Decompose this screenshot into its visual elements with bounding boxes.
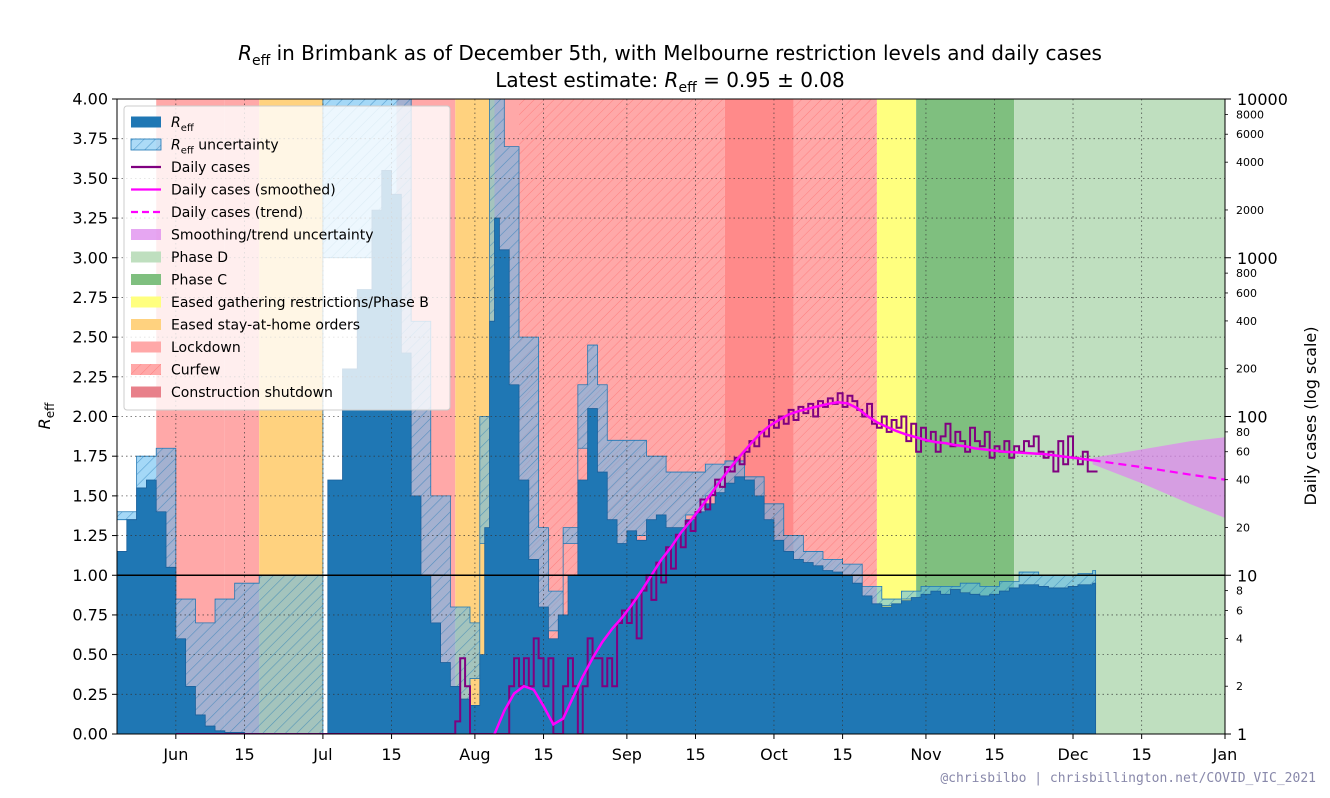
y-axis-left-label: Reff (35, 402, 57, 430)
y-left-tick-label-15: 3.75 (72, 129, 108, 148)
legend-label-10: Lockdown (171, 340, 241, 356)
y-right-minor-label-6: 60 (1236, 446, 1250, 459)
legend-swatch-9 (131, 319, 161, 330)
y-left-tick-label-10: 2.50 (72, 328, 108, 347)
legend-swatch-0 (131, 116, 161, 128)
x-tick-label-6: Sep (612, 745, 642, 764)
y-left-tick-label-9: 2.25 (72, 367, 108, 386)
credit-text: @chrisbilbo | chrisbillington.net/COVID_… (940, 771, 1316, 786)
legend-label-4: Daily cases (trend) (171, 205, 303, 221)
legend-swatch-8 (131, 296, 161, 308)
y-left-tick-label-4: 1.00 (72, 566, 108, 585)
x-tick-label-10: Nov (910, 745, 941, 764)
legend-label-6: Phase D (171, 250, 228, 266)
y-left-tick-label-7: 1.75 (72, 447, 108, 466)
y-right-minor-label-9: 400 (1236, 315, 1257, 328)
legend-label-5: Smoothing/trend uncertainty (171, 228, 374, 244)
y-right-major-label-3: 1000 (1237, 249, 1278, 268)
y-right-minor-label-14: 6000 (1236, 128, 1264, 141)
legend-label-1: Reff uncertainty (171, 138, 279, 157)
x-tick-label-12: Dec (1058, 745, 1089, 764)
legend-swatch-hatch-11 (131, 364, 161, 375)
y-right-major-label-4: 10000 (1237, 90, 1288, 109)
y-left-tick-label-13: 3.25 (72, 209, 108, 228)
y-right-minor-label-8: 200 (1236, 363, 1257, 376)
x-tick-label-11: 15 (984, 745, 1004, 764)
y-right-major-label-1: 10 (1237, 566, 1257, 585)
y-left-tick-label-5: 1.25 (72, 526, 108, 545)
x-tick-label-1: 15 (234, 745, 254, 764)
y-left-tick-label-16: 4.00 (72, 90, 108, 109)
y-left-tick-label-3: 0.75 (72, 605, 108, 624)
cases-lines (175, 392, 1225, 734)
legend-label-12: Construction shutdown (171, 385, 333, 401)
y-right-minor-label-13: 4000 (1236, 156, 1264, 169)
x-tick-label-14: Jan (1212, 745, 1238, 764)
legend-label-9: Eased stay-at-home orders (171, 318, 360, 334)
y-right-minor-label-11: 800 (1236, 267, 1257, 280)
y-left-tick-label-11: 2.75 (72, 288, 108, 307)
y-axis-right-label: Daily cases (log scale) (1301, 327, 1320, 506)
legend: Reff Reff uncertainty Daily cases Daily cas… (123, 105, 451, 411)
legend-swatch-hatch-1 (131, 139, 161, 150)
legend-swatch-12 (131, 386, 161, 398)
legend-frame (123, 105, 451, 411)
legend-label-11: Curfew (171, 363, 220, 379)
legend-swatch-5 (131, 229, 161, 240)
y-left-tick-label-14: 3.50 (72, 169, 108, 188)
y-left-tick-label-0: 0.00 (72, 725, 108, 744)
legend-label-3: Daily cases (smoothed) (171, 183, 336, 199)
y-right-minor-label-3: 8 (1236, 585, 1243, 598)
y-axis-right: 1 10 100 1000 10000 2 4 6 8 20 40 60 80 200 400 600 800 2… (1225, 90, 1288, 744)
trend-uncertainty-fill (1092, 437, 1225, 518)
y-left-tick-label-12: 3.00 (72, 248, 108, 267)
x-tick-label-9: 15 (832, 745, 852, 764)
legend-swatch-7 (131, 274, 161, 285)
x-tick-label-5: 15 (533, 745, 553, 764)
y-right-minor-label-12: 2000 (1236, 204, 1264, 217)
x-tick-label-7: 15 (685, 745, 705, 764)
smoothed-cases-line (493, 400, 1093, 734)
y-right-major-label-2: 100 (1237, 408, 1268, 427)
legend-swatch-6 (131, 251, 161, 263)
x-axis: Jun 15 Jul 15 Aug 15 Sep 15 Oct 15 Nov 15 Dec 15 Jan (162, 734, 1237, 764)
x-tick-label-8: Oct (760, 745, 788, 764)
x-tick-label-4: Aug (459, 745, 490, 764)
y-right-minor-label-5: 40 (1236, 474, 1250, 487)
chart-title-line1: Reff in Brimbank as of December 5th, wit… (238, 41, 1102, 69)
x-tick-label-2: Jul (312, 745, 332, 764)
legend-label-2: Daily cases (171, 160, 250, 176)
x-tick-label-13: 15 (1131, 745, 1151, 764)
legend-label-7: Phase C (171, 273, 227, 289)
y-left-tick-label-2: 0.50 (72, 645, 108, 664)
y-right-minor-label-10: 600 (1236, 287, 1257, 300)
y-left-tick-label-1: 0.25 (72, 685, 108, 704)
y-right-minor-label-2: 6 (1236, 604, 1243, 617)
y-right-minor-label-1: 4 (1236, 632, 1243, 645)
y-right-major-label-0: 1 (1237, 725, 1247, 744)
y-right-minor-label-15: 8000 (1236, 108, 1264, 121)
legend-label-8: Eased gathering restrictions/Phase B (171, 295, 429, 311)
x-tick-label-3: 15 (381, 745, 401, 764)
x-tick-label-0: Jun (162, 745, 188, 764)
legend-label-0: Reff (171, 115, 195, 134)
chart-title-line2: Latest estimate: Reff = 0.95 ± 0.08 (495, 68, 844, 96)
y-right-minor-label-7: 80 (1236, 426, 1250, 439)
y-right-minor-label-0: 2 (1236, 680, 1243, 693)
y-axis-left: 0.00 0.25 0.50 0.75 1.00 1.25 1.50 1.75 2.00 2.25… (72, 90, 117, 744)
y-right-minor-label-4: 20 (1236, 521, 1250, 534)
y-left-tick-label-6: 1.50 (72, 486, 108, 505)
legend-swatch-10 (131, 341, 161, 353)
y-left-tick-label-8: 2.00 (72, 407, 108, 426)
